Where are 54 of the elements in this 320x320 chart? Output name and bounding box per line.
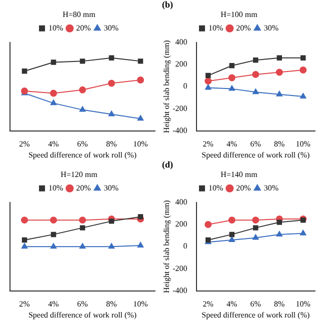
legend-title: H=100 mm	[220, 10, 258, 19]
legend-label: 30%	[264, 183, 279, 192]
y-tick-label: 200	[175, 60, 188, 69]
y-axis-title: Height of slab bending (mm)	[162, 40, 171, 134]
x-tick-label: 4%	[48, 300, 60, 309]
y-tick-label: 400	[175, 197, 188, 206]
x-axis-title: Speed difference of work roll (%)	[28, 150, 137, 160]
x-tick-label: 2%	[19, 300, 30, 309]
x-tick-label: 4%	[48, 140, 60, 149]
x-tick-label: 2%	[202, 300, 214, 309]
y-tick-label: 0	[183, 242, 188, 251]
x-tick-label: 10%	[296, 140, 311, 149]
x-tick-label: 6%	[250, 140, 262, 149]
legend-label: 30%	[104, 183, 119, 192]
x-axis-title: Speed difference of work roll (%)	[202, 150, 310, 160]
y-tick-label: 400	[175, 37, 188, 46]
legend-label: 20%	[236, 183, 252, 192]
legend-label: 10%	[208, 183, 224, 192]
legend-label: 10%	[48, 23, 64, 32]
legend-label: 20%	[236, 23, 252, 32]
x-tick-label: 8%	[274, 300, 286, 309]
legend-label: 30%	[104, 23, 119, 32]
legend-title: H=120 mm	[60, 170, 98, 179]
x-tick-label: 2%	[19, 140, 30, 149]
x-tick-label: 2%	[202, 140, 214, 149]
legend-title: H=140 mm	[220, 170, 258, 179]
legend-label: 20%	[76, 183, 92, 192]
chart-title: (b)	[162, 0, 173, 10]
x-tick-label: 6%	[77, 140, 88, 149]
x-tick-label: 6%	[77, 300, 88, 309]
legend-label: 10%	[48, 183, 64, 192]
y-tick-label: 0	[183, 82, 188, 91]
x-tick-label: 6%	[250, 300, 262, 309]
y-tick-label: 200	[175, 220, 188, 229]
x-tick-label: 8%	[106, 300, 118, 309]
legend-label: 20%	[76, 23, 92, 32]
x-tick-label: 4%	[226, 300, 238, 309]
legend-title: H=80 mm	[62, 10, 96, 19]
y-tick-label: -400	[172, 126, 188, 135]
x-tick-label: 8%	[274, 140, 286, 149]
x-axis-title: Speed difference of work roll (%)	[28, 310, 137, 320]
y-tick-label: -200	[172, 104, 188, 113]
x-tick-label: 10%	[133, 140, 148, 149]
chart-title: (d)	[162, 160, 173, 170]
y-tick-label: -200	[172, 264, 188, 273]
y-tick-label: -400	[172, 286, 188, 295]
legend-label: 30%	[264, 23, 279, 32]
x-tick-label: 10%	[296, 300, 311, 309]
x-tick-label: 4%	[226, 140, 238, 149]
x-tick-label: 10%	[133, 300, 148, 309]
y-axis-title: Height of slab bending (mm)	[162, 200, 171, 294]
x-tick-label: 8%	[106, 140, 118, 149]
legend-label: 10%	[208, 23, 224, 32]
x-axis-title: Speed difference of work roll (%)	[202, 310, 310, 320]
